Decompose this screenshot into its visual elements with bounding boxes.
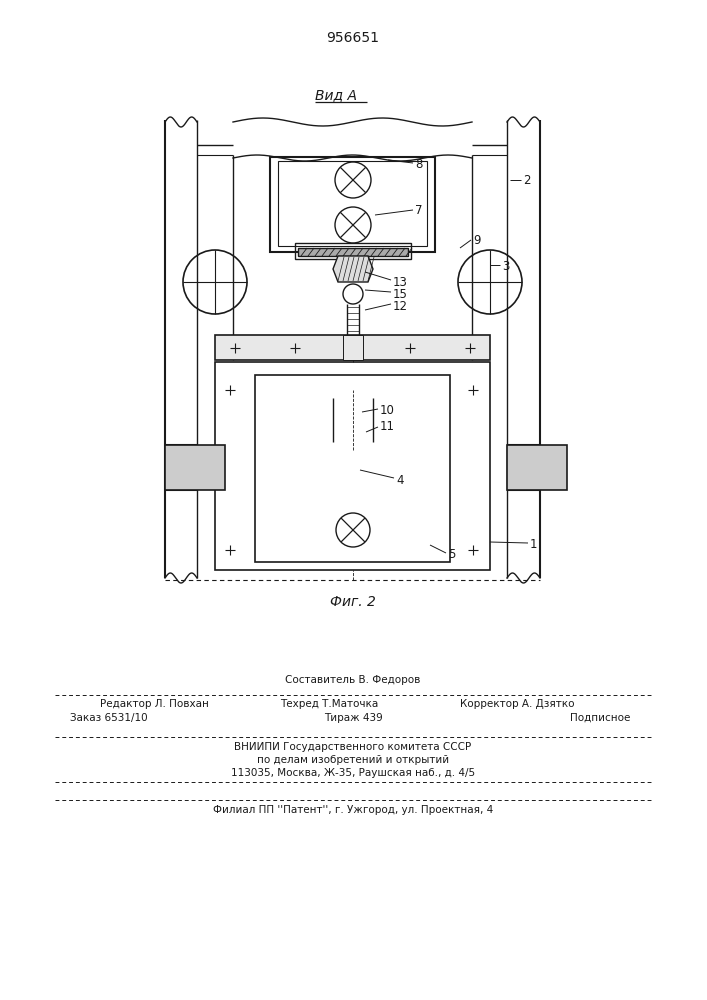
Text: 7: 7: [415, 204, 423, 217]
Bar: [278, 161, 427, 246]
Text: 15: 15: [393, 288, 408, 300]
Bar: [295, 243, 411, 259]
Text: 5: 5: [448, 548, 455, 562]
Text: Тираж 439: Тираж 439: [324, 713, 382, 723]
Text: 956651: 956651: [327, 31, 380, 45]
Text: 13: 13: [393, 275, 408, 288]
Text: 9: 9: [473, 233, 481, 246]
Text: ВНИИПИ Государственного комитета СССР: ВНИИПИ Государственного комитета СССР: [235, 742, 472, 752]
Bar: [215, 362, 490, 570]
Text: 11: 11: [380, 420, 395, 434]
Text: 3: 3: [502, 260, 509, 273]
Text: Заказ 6531/10: Заказ 6531/10: [70, 713, 148, 723]
Text: 2: 2: [523, 174, 530, 186]
Text: 1: 1: [530, 538, 537, 552]
Bar: [270, 157, 435, 252]
Text: 10: 10: [380, 403, 395, 416]
Bar: [165, 445, 225, 490]
Text: Техред Т.Маточка: Техред Т.Маточка: [280, 699, 378, 709]
Polygon shape: [333, 256, 373, 282]
Bar: [255, 375, 450, 562]
Text: 8: 8: [415, 158, 422, 172]
Bar: [343, 335, 363, 360]
Text: Филиал ПП ''Патент'', г. Ужгород, ул. Проектная, 4: Филиал ПП ''Патент'', г. Ужгород, ул. Пр…: [213, 805, 493, 815]
Bar: [298, 248, 408, 256]
Bar: [215, 335, 490, 360]
Text: 12: 12: [393, 300, 408, 312]
Text: Корректор А. Дзятко: Корректор А. Дзятко: [460, 699, 575, 709]
Text: по делам изобретений и открытий: по делам изобретений и открытий: [257, 755, 449, 765]
Text: Составитель В. Федоров: Составитель В. Федоров: [286, 675, 421, 685]
Text: Подписное: Подписное: [570, 713, 631, 723]
Text: 113035, Москва, Ж-35, Раушская наб., д. 4/5: 113035, Москва, Ж-35, Раушская наб., д. …: [231, 768, 475, 778]
Bar: [507, 445, 567, 490]
Text: 4: 4: [396, 474, 404, 487]
Text: Вид А: Вид А: [315, 88, 357, 102]
Text: Редактор Л. Повхан: Редактор Л. Повхан: [100, 699, 209, 709]
Text: Фиг. 2: Фиг. 2: [330, 595, 376, 609]
